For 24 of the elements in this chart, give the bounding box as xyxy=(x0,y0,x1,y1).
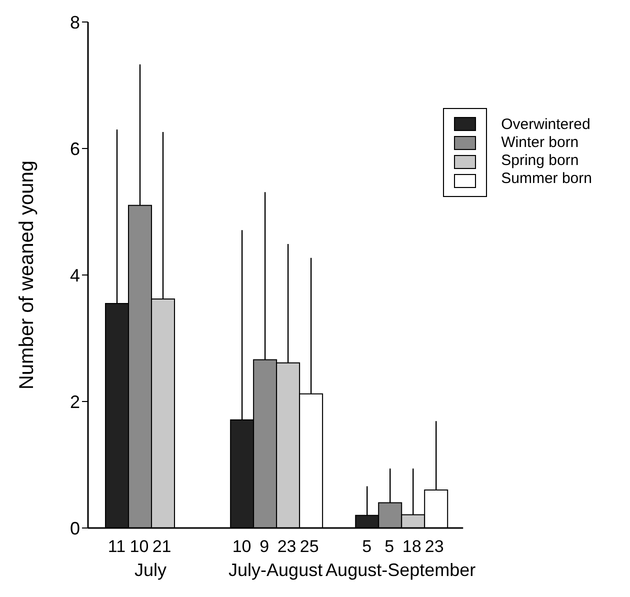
legend-label: Winter born xyxy=(501,134,580,152)
x-tick-label: August-September xyxy=(326,560,476,580)
legend-label: Summer born xyxy=(501,170,592,188)
text: 23 xyxy=(424,537,444,556)
legend-label: Overwintered xyxy=(501,116,592,134)
text: 18 xyxy=(402,537,422,556)
y-tick-label: 8 xyxy=(70,12,80,32)
y-tick-label: 2 xyxy=(70,392,80,412)
text: 23 xyxy=(277,537,296,556)
text: 10 xyxy=(130,537,149,556)
text: 21 xyxy=(152,537,172,556)
legend-label: Spring born xyxy=(501,152,580,170)
text: 5 xyxy=(384,537,394,556)
y-axis-title: Number of weaned young xyxy=(16,160,38,390)
text: 11 xyxy=(108,537,126,556)
x-tick-label: July xyxy=(134,560,167,580)
text: 25 xyxy=(300,537,319,556)
y-tick-label: 6 xyxy=(70,138,80,159)
y-tick-label: 4 xyxy=(70,265,80,286)
x-tick-label: July-August xyxy=(228,560,323,580)
y-tick-label: 0 xyxy=(70,518,80,538)
text: 10 xyxy=(232,537,252,556)
text: 9 xyxy=(260,537,270,556)
text: 5 xyxy=(362,537,372,556)
